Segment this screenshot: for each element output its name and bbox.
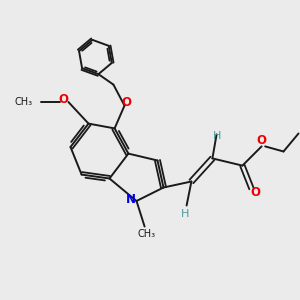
Text: N: N — [126, 193, 136, 206]
Text: CH₃: CH₃ — [137, 229, 155, 239]
Text: O: O — [256, 134, 267, 148]
Text: H: H — [212, 131, 221, 141]
Text: O: O — [58, 93, 68, 106]
Text: O: O — [121, 96, 131, 109]
Text: CH₃: CH₃ — [14, 97, 32, 107]
Text: O: O — [250, 185, 260, 199]
Text: H: H — [181, 209, 189, 219]
